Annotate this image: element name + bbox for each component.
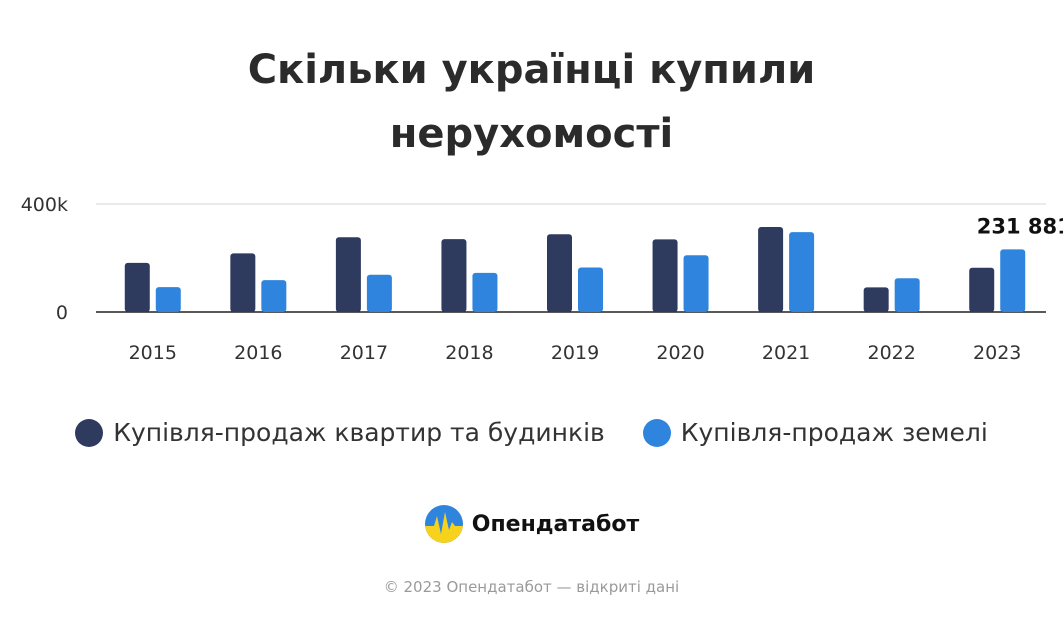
copyright-footer: © 2023 Опендатабот — відкриті дані [383, 578, 680, 596]
y-tick-label-0: 0 [56, 302, 68, 324]
bar-land-2023 [1000, 249, 1026, 312]
y-tick-label-1: 400k [21, 194, 68, 216]
bar-apartments-2021 [758, 226, 784, 312]
legend: Купівля-продаж квартир та будинків Купів… [0, 418, 1063, 447]
bar-apartments-2017 [335, 237, 361, 312]
brand-name: Опендатабот [471, 511, 640, 537]
bar-apartments-2016 [230, 253, 256, 312]
bar-land-2019 [578, 267, 603, 312]
x-tick-label-2019: 2019 [551, 342, 599, 364]
x-tick-label-2016: 2016 [234, 342, 282, 364]
x-tick-label-2017: 2017 [340, 342, 388, 364]
bar-apartments-2022 [863, 287, 889, 312]
bar-land-2016 [261, 280, 287, 312]
x-tick-label-2015: 2015 [129, 342, 177, 364]
bar-land-2015 [155, 287, 181, 312]
bar-apartments-2018 [441, 239, 467, 312]
bar-land-2017 [366, 274, 392, 312]
bar-apartments-2015 [124, 262, 150, 312]
bar-land-2021 [789, 232, 815, 312]
bar-land-2020 [683, 255, 709, 312]
x-tick-label-2021: 2021 [762, 342, 810, 364]
bar-chart: 0 400k 2015 2016 2017 2018 2019 2020 2021 2022 202… [21, 194, 1063, 364]
bar-apartments-2023 [969, 267, 995, 312]
bar-land-2022 [894, 278, 920, 312]
opendatabot-logo-icon [424, 505, 463, 543]
chart-title: Скільки українці купили нерухомості [0, 38, 1063, 166]
legend-label-land: Купівля-продаж земелі [680, 418, 988, 447]
legend-swatch-land [642, 418, 671, 447]
x-tick-label-2023: 2023 [973, 342, 1021, 364]
bar-apartments-2019 [547, 234, 572, 312]
brand[interactable]: Опендатабот [0, 504, 1063, 544]
bar-apartments-2020 [652, 239, 678, 312]
chart-title-line-2: нерухомості [389, 111, 674, 157]
x-tick-label-2022: 2022 [867, 342, 915, 364]
legend-item-apartments[interactable]: Купівля-продаж квартир та будинків [75, 418, 605, 447]
legend-swatch-apartments [75, 418, 104, 447]
data-label-0: 231 881 [977, 214, 1063, 238]
bar-land-2018 [472, 272, 498, 312]
chart-title-line-1: Скільки українці купили [247, 47, 816, 93]
x-tick-label-2020: 2020 [656, 342, 704, 364]
x-tick-label-2018: 2018 [445, 342, 493, 364]
legend-label-apartments: Купівля-продаж квартир та будинків [113, 418, 605, 447]
legend-item-land[interactable]: Купівля-продаж земелі [642, 418, 988, 447]
